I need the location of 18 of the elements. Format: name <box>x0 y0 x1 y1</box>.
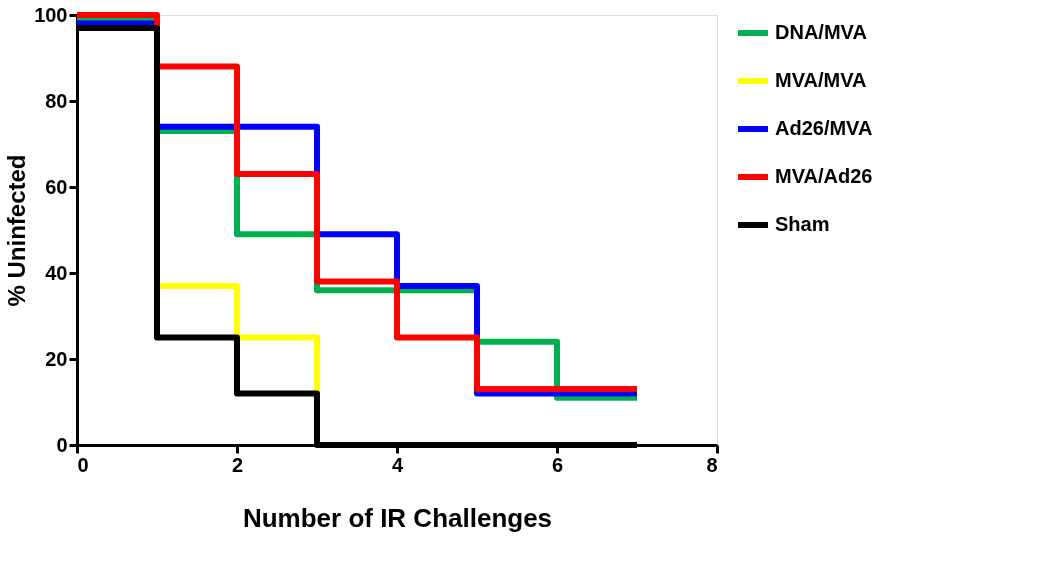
legend-label: MVA/MVA <box>775 69 867 91</box>
legend-label: DNA/MVA <box>775 21 867 43</box>
y-tick-label: 80 <box>45 89 68 112</box>
x-tick-label: 4 <box>391 453 404 476</box>
y-tick-label: 20 <box>45 347 68 370</box>
legend-label: Sham <box>775 213 830 235</box>
y-tick-label: 0 <box>56 433 68 456</box>
x-tick-label: 2 <box>231 453 244 476</box>
x-tick-label: 0 <box>77 453 89 476</box>
x-tick-label: 8 <box>706 453 718 476</box>
y-tick-label: 60 <box>45 175 68 198</box>
legend-label: Ad26/MVA <box>775 117 873 139</box>
legend-label: MVA/Ad26 <box>775 165 873 187</box>
x-tick-label: 6 <box>551 453 564 476</box>
y-tick-label: 40 <box>45 261 68 284</box>
x-axis-title: Number of IR Challenges <box>242 502 553 533</box>
y-tick-label: 100 <box>34 3 68 26</box>
y-axis-title: % Uninfected <box>3 154 31 307</box>
